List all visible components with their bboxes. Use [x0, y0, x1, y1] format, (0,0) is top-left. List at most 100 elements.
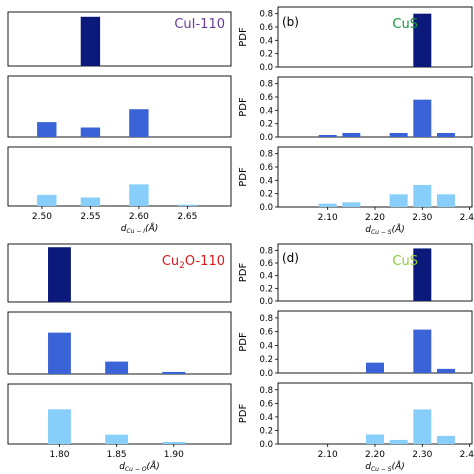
bar: [436, 194, 455, 207]
bar: [413, 185, 432, 207]
bar: [48, 409, 71, 444]
y-tick-label: 0.6: [259, 93, 273, 103]
y-tick-label: 0.8: [259, 386, 273, 396]
x-tick-label: 2.55: [80, 212, 100, 222]
x-tick-label: 1.80: [49, 450, 69, 460]
bar: [389, 133, 408, 137]
y-axis-label: PDF: [238, 404, 249, 424]
y-tick-label: 0.4: [259, 176, 273, 186]
y-tick-label: 0.6: [259, 399, 273, 409]
bar: [162, 371, 186, 374]
chart-panel-2: 0.0 0.2 0.4 0.6 0.8 PDF 0.0 0.2 0.4 0.6 0.8 PDF 0.0 0…: [238, 6, 474, 236]
y-tick-label: 0.0: [259, 63, 273, 73]
y-tick-label: 0.8: [259, 314, 273, 324]
y-axis-label: PDF: [238, 332, 249, 352]
panel-label: (d): [282, 251, 299, 265]
x-tick-label: 2.65: [177, 212, 197, 222]
x-axis-label: dCu − O(Å): [119, 460, 159, 473]
axes-frame: [7, 146, 232, 207]
panel-label: (b): [282, 15, 299, 29]
y-tick-label: 0.0: [259, 203, 273, 213]
y-tick-label: 0.8: [259, 150, 273, 160]
bar: [105, 434, 129, 444]
x-tick-label: 2.30: [412, 450, 432, 460]
bar: [48, 332, 71, 374]
y-tick-label: 0.8: [259, 80, 273, 90]
bar: [37, 122, 57, 137]
x-axis-label: dCu − S(Å): [365, 460, 405, 473]
x-tick-label: 2.20: [365, 213, 385, 223]
y-tick-label: 0.2: [259, 120, 273, 130]
bar: [413, 248, 432, 301]
bar: [413, 13, 432, 67]
bar: [80, 127, 101, 137]
bar: [105, 361, 129, 374]
x-tick-label: 2.60: [129, 212, 149, 222]
bar: [366, 362, 384, 373]
axes-frame: [7, 11, 232, 67]
x-axis-label: dCu − I(Å): [121, 222, 159, 235]
axes-frame: [277, 76, 473, 138]
bar: [318, 135, 337, 137]
bar: [129, 109, 149, 137]
panel-title: CuS: [392, 17, 418, 32]
y-tick-label: 0.4: [259, 272, 273, 282]
y-tick-label: 0.0: [259, 440, 273, 450]
y-tick-label: 0.2: [259, 284, 273, 294]
axes-frame: [277, 243, 473, 302]
x-tick-label: 1.90: [164, 450, 184, 460]
bar: [366, 434, 384, 444]
bar: [342, 202, 361, 207]
bar: [413, 99, 432, 137]
panel-title: CuS: [392, 254, 418, 269]
axes-frame: [7, 75, 232, 138]
y-tick-label: 0.6: [259, 259, 273, 269]
y-tick-label: 0.8: [259, 246, 273, 256]
y-tick-label: 0.6: [259, 163, 273, 173]
x-axis-label: dCu − S(Å): [365, 223, 405, 236]
y-tick-label: 0.4: [259, 413, 273, 423]
x-tick-label: 1.85: [107, 450, 127, 460]
bar: [37, 194, 57, 206]
y-axis-label: PDF: [238, 167, 249, 187]
y-axis-label: PDF: [238, 97, 249, 117]
bar: [389, 194, 408, 207]
bar: [342, 133, 361, 137]
bar: [177, 204, 198, 206]
y-tick-label: 0.4: [259, 36, 273, 46]
x-tick-label: 2.40: [460, 213, 474, 223]
bar: [389, 439, 408, 444]
x-tick-label: 2.10: [318, 213, 338, 223]
bar: [48, 247, 71, 302]
x-tick-label: 2.40: [460, 450, 474, 460]
y-tick-label: 0.2: [259, 50, 273, 60]
bar: [129, 184, 149, 206]
y-axis-label: PDF: [238, 263, 249, 283]
x-tick-label: 2.30: [412, 213, 432, 223]
bar: [436, 368, 455, 373]
x-tick-label: 2.50: [32, 212, 52, 222]
bar: [413, 409, 432, 444]
axes-frame: [277, 6, 473, 68]
bar: [436, 133, 455, 137]
y-tick-label: 0.6: [259, 328, 273, 338]
y-tick-label: 0.4: [259, 106, 273, 116]
bar: [80, 197, 101, 206]
panel-title: CuI-110: [174, 17, 225, 32]
x-tick-label: 2.20: [365, 450, 385, 460]
y-tick-label: 0.6: [259, 23, 273, 33]
y-tick-label: 0.2: [259, 355, 273, 365]
y-tick-label: 0.2: [259, 426, 273, 436]
axes-frame: [7, 243, 232, 303]
bar: [318, 203, 337, 207]
panel-title: Cu2O-110: [162, 254, 225, 271]
y-tick-label: 0.0: [259, 133, 273, 143]
bar: [162, 442, 186, 444]
x-tick-label: 2.10: [318, 450, 338, 460]
y-tick-label: 0.4: [259, 341, 273, 351]
bar: [413, 329, 432, 373]
y-axis-label: PDF: [238, 27, 249, 47]
bar: [436, 435, 455, 444]
bar: [80, 16, 101, 66]
